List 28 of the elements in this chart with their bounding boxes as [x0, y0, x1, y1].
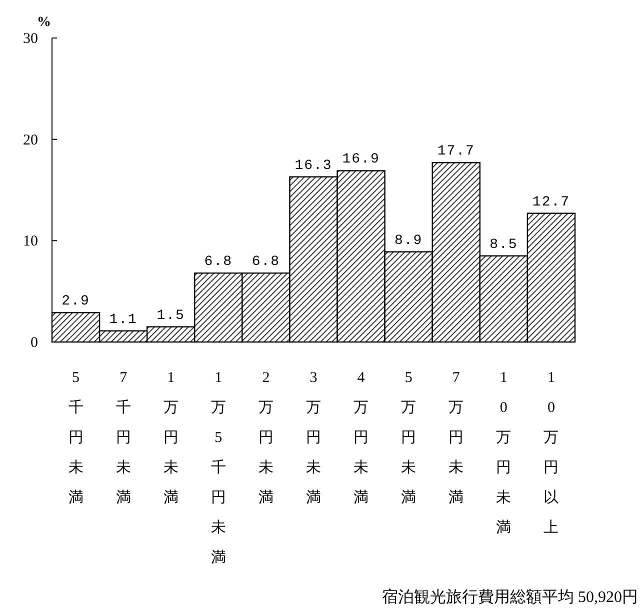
y-tick-label: 20	[23, 132, 38, 148]
x-tick-label: 7千円未満	[116, 370, 131, 506]
data-label: 1.5	[156, 308, 185, 324]
data-label: 17.7	[437, 144, 475, 160]
y-axis-title: %	[37, 15, 51, 30]
data-label: 6.8	[252, 254, 280, 270]
x-tick-label: 4万円未満	[354, 370, 369, 506]
x-tick-label: 5万円未満	[401, 370, 416, 506]
text: 宿泊観光旅行費用総額平均 50,920円	[382, 588, 638, 606]
data-label: 8.5	[490, 236, 518, 253]
data-label: 8.9	[394, 232, 423, 249]
x-tick-label: 5千円未満	[68, 370, 84, 506]
x-tick-label: 3万円未満	[306, 370, 321, 506]
x-tick-label: 10万円以上	[544, 370, 559, 536]
data-label: 16.9	[342, 152, 380, 168]
x-tick-label: 10万円未満	[496, 370, 512, 536]
x-tick-label: 2万円未満	[258, 370, 274, 506]
y-tick-label: 10	[23, 234, 38, 250]
data-label: 2.9	[62, 294, 90, 310]
x-tick-label: 1万円未満	[163, 370, 178, 506]
data-label: 6.8	[204, 254, 233, 270]
x-tick-label: 7万円未満	[448, 370, 464, 506]
y-tick-label: 30	[23, 31, 38, 47]
x-tick-label: 1万5千円未満	[210, 370, 226, 566]
data-label: 12.7	[532, 194, 570, 210]
data-label: 1.1	[109, 312, 138, 328]
y-tick-label: 0	[30, 335, 38, 351]
data-label: 16.3	[294, 158, 332, 174]
